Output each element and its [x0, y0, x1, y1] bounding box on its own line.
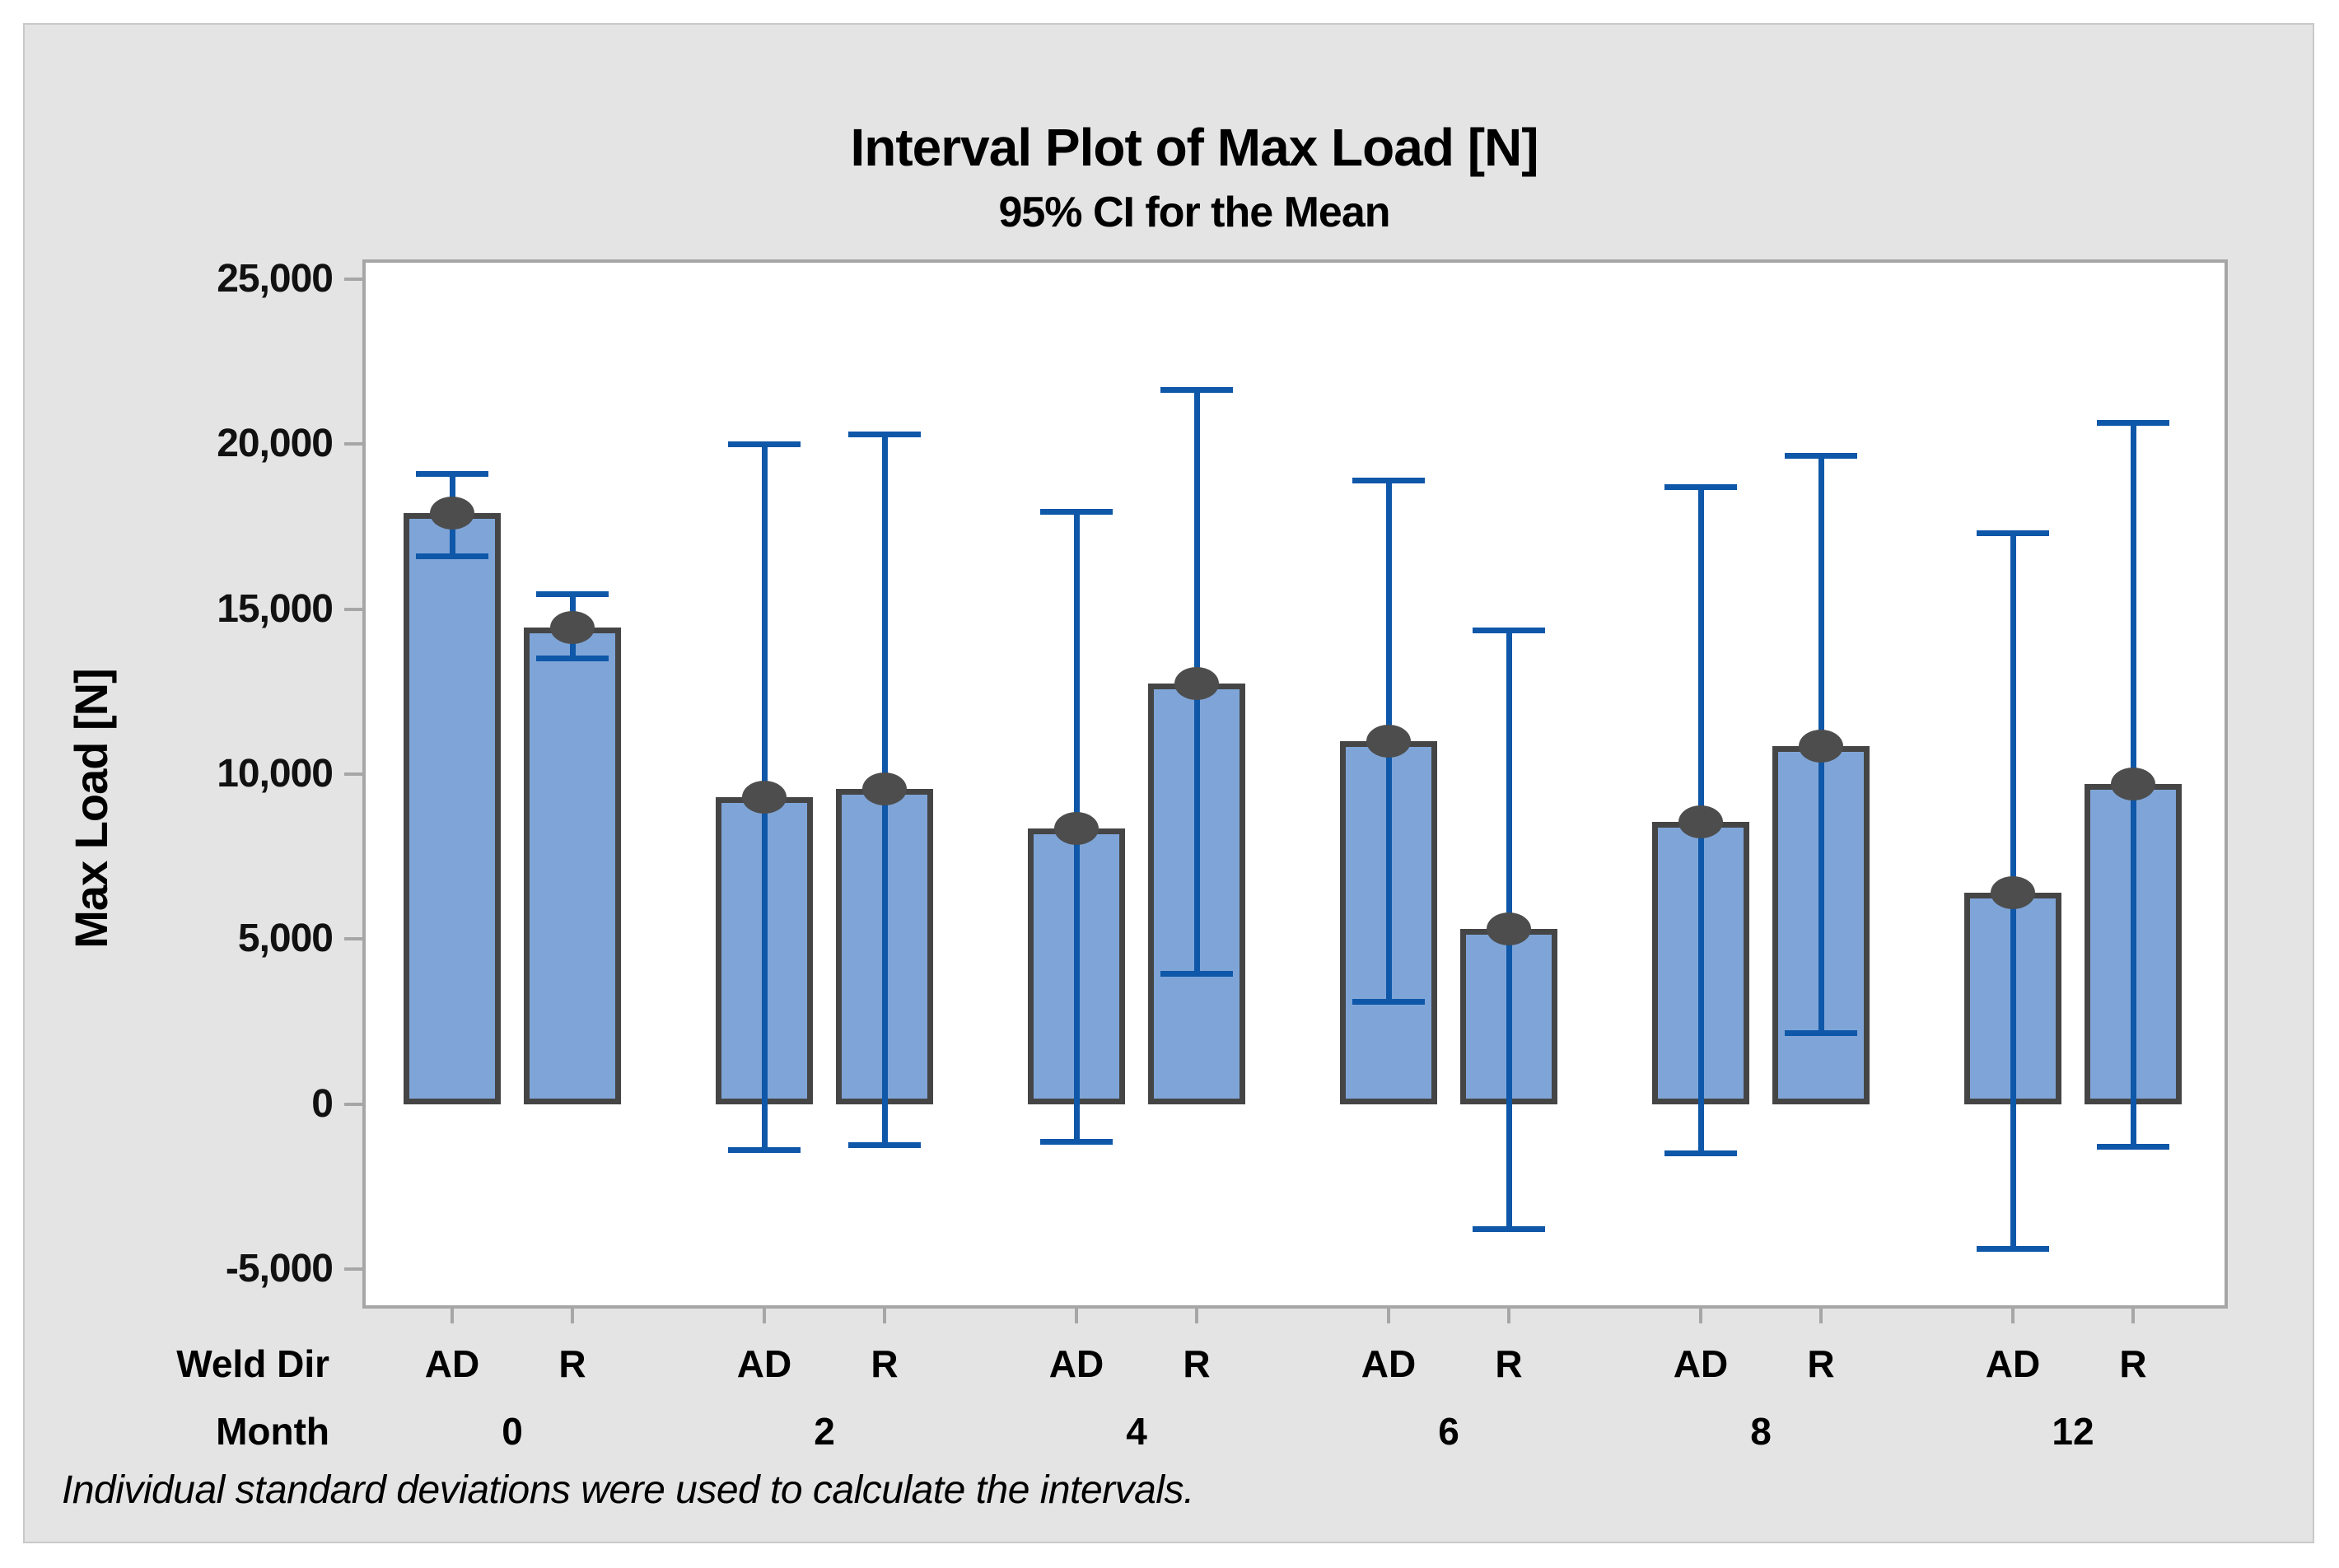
- ci-lower-cap-ad-month-4[interactable]: [1040, 1139, 1113, 1146]
- x-label-welddir-ad-month-4: AD: [1048, 1342, 1104, 1385]
- x-label-welddir-r-month-0: R: [558, 1342, 586, 1385]
- ci-lower-cap-ad-month-0[interactable]: [416, 553, 488, 560]
- x-tick-mark: [763, 1309, 766, 1323]
- ci-lower-cap-ad-month-6[interactable]: [1352, 998, 1425, 1005]
- ci-upper-cap-r-month-4[interactable]: [1160, 386, 1233, 393]
- x-axis-level2-header: Month: [216, 1410, 329, 1453]
- x-label-month-2: 2: [814, 1410, 835, 1453]
- ci-upper-cap-r-month-6[interactable]: [1473, 628, 1545, 634]
- ci-upper-cap-ad-month-8[interactable]: [1664, 483, 1737, 490]
- x-tick-mark: [1507, 1309, 1510, 1323]
- ci-upper-cap-ad-month-0[interactable]: [416, 470, 488, 477]
- mean-marker-r-month-8[interactable]: [1799, 729, 1843, 763]
- ci-lower-cap-ad-month-2[interactable]: [728, 1147, 801, 1154]
- chart-title: Interval Plot of Max Load [N]: [850, 118, 1538, 177]
- ci-upper-cap-ad-month-12[interactable]: [1977, 530, 2049, 537]
- x-label-welddir-ad-month-12: AD: [1985, 1342, 2041, 1385]
- y-tick-mark: [344, 278, 362, 282]
- x-tick-mark: [1195, 1309, 1198, 1323]
- y-tick-label: 20,000: [217, 422, 334, 466]
- x-axis-level1-header: Weld Dir: [176, 1342, 329, 1385]
- footnote: Individual standard deviations were used…: [62, 1468, 1194, 1512]
- x-label-welddir-r-month-12: R: [2119, 1342, 2147, 1385]
- mean-marker-r-month-4[interactable]: [1174, 666, 1219, 700]
- plot-area: [362, 259, 2228, 1309]
- x-label-month-6: 6: [1438, 1410, 1459, 1453]
- bar-ad-month-0[interactable]: [404, 513, 501, 1104]
- ci-lower-cap-r-month-8[interactable]: [1785, 1029, 1857, 1036]
- bar-r-month-0[interactable]: [524, 627, 621, 1104]
- x-label-welddir-r-month-2: R: [871, 1342, 899, 1385]
- x-label-welddir-r-month-8: R: [1807, 1342, 1835, 1385]
- ci-upper-cap-ad-month-2[interactable]: [728, 441, 801, 447]
- ci-lower-cap-r-month-6[interactable]: [1473, 1226, 1545, 1233]
- x-tick-mark: [1699, 1309, 1702, 1323]
- x-label-month-12: 12: [2052, 1410, 2094, 1453]
- y-tick-label: -5,000: [225, 1246, 334, 1290]
- y-tick-mark: [344, 1102, 362, 1106]
- x-label-month-0: 0: [502, 1410, 523, 1453]
- x-label-welddir-r-month-4: R: [1183, 1342, 1211, 1385]
- ci-lower-cap-r-month-4[interactable]: [1160, 970, 1233, 977]
- x-tick-mark: [2131, 1309, 2135, 1323]
- mean-marker-ad-month-6[interactable]: [1366, 724, 1411, 758]
- x-label-welddir-ad-month-2: AD: [736, 1342, 792, 1385]
- ci-lower-cap-r-month-2[interactable]: [848, 1142, 921, 1149]
- y-tick-mark: [344, 772, 362, 776]
- x-tick-mark: [2011, 1309, 2015, 1323]
- y-tick-label: 25,000: [217, 257, 334, 301]
- x-tick-mark: [571, 1309, 574, 1323]
- x-tick-mark: [1387, 1309, 1390, 1323]
- y-tick-mark: [344, 442, 362, 446]
- ci-upper-cap-r-month-8[interactable]: [1785, 452, 1857, 459]
- y-tick-label: 15,000: [217, 586, 334, 631]
- mean-marker-r-month-12[interactable]: [2111, 768, 2155, 800]
- mean-marker-r-month-6[interactable]: [1487, 912, 1531, 946]
- mean-marker-ad-month-8[interactable]: [1678, 805, 1723, 839]
- ci-lower-cap-ad-month-12[interactable]: [1977, 1246, 2049, 1253]
- y-tick-mark: [344, 937, 362, 941]
- y-tick-mark: [344, 607, 362, 611]
- chart-subtitle: 95% CI for the Mean: [998, 189, 1390, 236]
- y-tick-label: 0: [311, 1081, 334, 1126]
- ci-lower-cap-r-month-0[interactable]: [536, 656, 609, 662]
- x-label-welddir-r-month-6: R: [1495, 1342, 1523, 1385]
- mean-marker-ad-month-4[interactable]: [1054, 812, 1099, 846]
- ci-lower-cap-ad-month-8[interactable]: [1664, 1150, 1737, 1157]
- x-tick-mark: [451, 1309, 454, 1323]
- x-label-welddir-ad-month-8: AD: [1673, 1342, 1729, 1385]
- x-label-welddir-ad-month-0: AD: [424, 1342, 480, 1385]
- y-tick-label: 5,000: [237, 917, 334, 961]
- mean-marker-ad-month-2[interactable]: [742, 781, 787, 814]
- x-tick-mark: [883, 1309, 886, 1323]
- ci-upper-cap-r-month-2[interactable]: [848, 431, 921, 437]
- x-label-month-4: 4: [1126, 1410, 1147, 1453]
- ci-upper-cap-ad-month-4[interactable]: [1040, 508, 1113, 515]
- x-label-month-8: 8: [1750, 1410, 1772, 1453]
- x-label-welddir-ad-month-6: AD: [1361, 1342, 1417, 1385]
- mean-marker-ad-month-12[interactable]: [1991, 876, 2035, 910]
- ci-upper-cap-ad-month-6[interactable]: [1352, 477, 1425, 483]
- y-axis-title: Max Load [N]: [65, 669, 117, 949]
- ci-upper-cap-r-month-0[interactable]: [536, 591, 609, 598]
- ci-upper-cap-r-month-12[interactable]: [2097, 419, 2169, 426]
- x-tick-mark: [1819, 1309, 1823, 1323]
- mean-marker-ad-month-0[interactable]: [430, 497, 474, 530]
- y-tick-label: 10,000: [217, 751, 334, 796]
- ci-lower-cap-r-month-12[interactable]: [2097, 1144, 2169, 1150]
- mean-marker-r-month-0[interactable]: [550, 610, 595, 644]
- x-tick-mark: [1075, 1309, 1078, 1323]
- mean-marker-r-month-2[interactable]: [862, 772, 907, 805]
- y-tick-mark: [344, 1267, 362, 1271]
